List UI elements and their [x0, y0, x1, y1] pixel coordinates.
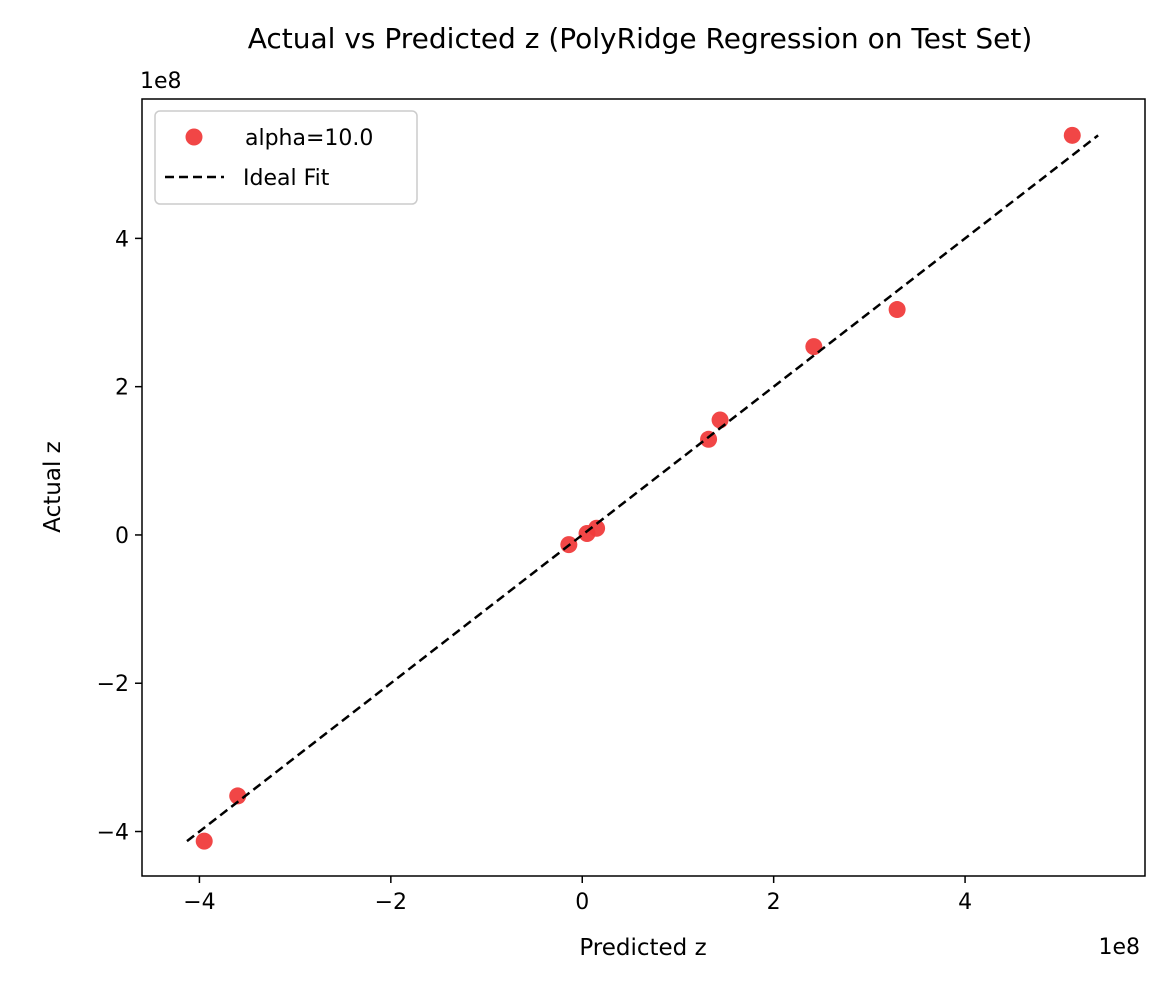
scatter-point-5 — [588, 519, 606, 537]
chart-title: Actual vs Predicted z (PolyRidge Regress… — [248, 22, 1033, 55]
x-tick-label: 4 — [958, 890, 972, 915]
plot-area-frame — [141, 98, 1146, 877]
legend-box — [154, 110, 418, 205]
y-axis-label: Actual z — [40, 441, 66, 532]
x-tick-label: −4 — [183, 890, 215, 915]
scatter-point-9 — [888, 301, 906, 319]
plot-layer — [186, 126, 1099, 850]
x-offset-text: 1e8 — [1098, 935, 1140, 960]
x-tick-label: 2 — [767, 890, 781, 915]
y-offset-text: 1e8 — [140, 69, 182, 94]
scatter-point-10 — [1063, 126, 1081, 144]
y-tick-label: 2 — [115, 376, 129, 401]
y-tick-label: −4 — [97, 821, 129, 846]
y-tick-label: 0 — [115, 524, 129, 549]
x-tick-label: −2 — [375, 890, 407, 915]
scatter-point-7 — [711, 411, 729, 429]
x-axis-ticks: −4 −2 0 2 4 — [183, 876, 972, 915]
y-tick-label: 4 — [115, 227, 129, 252]
legend: alpha=10.0 Ideal Fit — [154, 110, 418, 205]
scatter-point-2 — [229, 787, 247, 805]
ideal-fit-line — [186, 134, 1099, 843]
x-axis-label: Predicted z — [579, 935, 706, 961]
legend-marker-alpha — [185, 128, 203, 146]
x-tick-label: 0 — [575, 890, 589, 915]
legend-label-ideal-fit: Ideal Fit — [243, 166, 330, 191]
y-tick-label: −2 — [97, 672, 129, 697]
scatter-point-1 — [195, 832, 213, 850]
y-axis-ticks: −4 −2 0 2 4 — [97, 227, 142, 846]
legend-label-alpha: alpha=10.0 — [245, 126, 373, 151]
scatter-point-8 — [805, 338, 823, 356]
